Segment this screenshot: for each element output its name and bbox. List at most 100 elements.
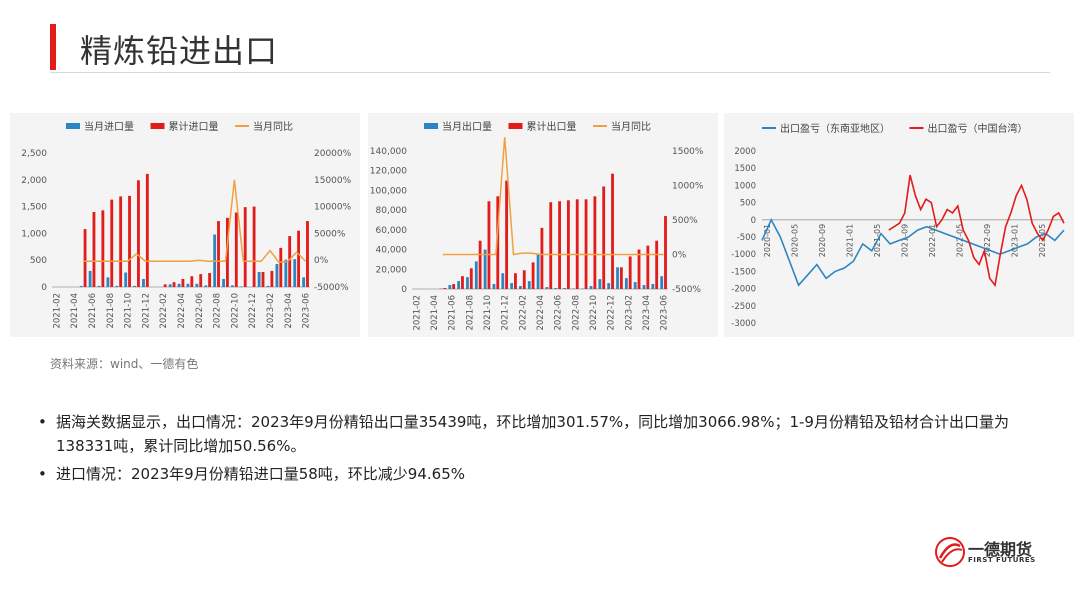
bar-monthly: [186, 283, 190, 287]
bar-cumulative: [487, 201, 491, 289]
y-tick-label: 2,000: [21, 176, 47, 186]
legend-label-0: 出口盈亏（东南亚地区）: [780, 122, 890, 135]
bar-cumulative: [655, 240, 659, 289]
x-tick-label: 2021-06: [448, 295, 458, 331]
bar-cumulative: [261, 271, 265, 287]
bar-cumulative: [540, 227, 544, 289]
x-tick-label: 2021-10: [124, 293, 134, 329]
x-tick-label: 2022-09: [983, 224, 992, 257]
page-title: 精炼铅进出口: [80, 32, 279, 70]
bar-cumulative: [199, 274, 203, 287]
y-tick-label: -1000: [731, 250, 756, 260]
title-divider: [50, 72, 1050, 73]
x-tick-label: 2022-10: [589, 295, 599, 331]
bar-monthly: [536, 254, 540, 289]
x-tick-label: 2023-04: [642, 295, 652, 331]
legend-label-2: 当月同比: [611, 120, 651, 133]
bar-cumulative: [549, 202, 553, 289]
x-tick-label: 2022-02: [159, 293, 169, 329]
y-tick-label: -500: [737, 233, 756, 243]
bar-cumulative: [288, 236, 292, 287]
bar-cumulative: [496, 196, 500, 289]
y-tick-label: 40,000: [376, 246, 408, 256]
bar-cumulative: [225, 217, 229, 287]
bar-cumulative: [584, 199, 588, 289]
y2-tick-label: 20000%: [314, 149, 352, 159]
bar-monthly: [124, 272, 128, 287]
x-tick-label: 2020-09: [818, 224, 827, 257]
x-tick-label: 2021-12: [141, 293, 151, 329]
legend-swatch-0: [66, 123, 80, 129]
title-accent-bar: [50, 24, 56, 70]
x-tick-label: 2021-09: [901, 224, 910, 257]
y-tick-label: -2000: [731, 285, 756, 295]
y-tick-label: -3000: [731, 319, 756, 329]
bar-monthly: [177, 283, 181, 287]
bar-monthly: [607, 283, 611, 289]
bar-cumulative: [461, 276, 464, 289]
bar-cumulative: [252, 206, 256, 287]
bar-cumulative: [514, 273, 517, 289]
bar-monthly: [527, 281, 531, 289]
x-tick-label: 2022-08: [571, 295, 581, 331]
legend-swatch-1: [150, 123, 165, 129]
bar-cumulative: [145, 173, 149, 287]
y-tick-label: 1,000: [21, 229, 47, 239]
x-tick-label: 2022-01: [928, 224, 937, 257]
bar-cumulative: [469, 268, 473, 289]
x-tick-label: 2021-04: [70, 293, 80, 329]
x-tick-label: 2022-12: [607, 295, 617, 331]
bar-monthly: [195, 283, 199, 287]
y2-tick-label: 1000%: [672, 182, 704, 192]
bar-monthly: [589, 286, 593, 289]
bar-cumulative: [217, 221, 220, 287]
bar-monthly: [519, 286, 522, 289]
bar-monthly: [563, 288, 566, 289]
y2-tick-label: -500%: [672, 285, 701, 295]
legend-label-0: 当月进口量: [84, 120, 134, 133]
bar-cumulative: [531, 262, 535, 289]
y-tick-label: 2000: [734, 147, 756, 157]
bar-monthly: [204, 285, 208, 287]
legend-label-2: 当月同比: [253, 120, 293, 133]
bar-cumulative: [279, 247, 283, 287]
x-tick-label: 2022-10: [230, 293, 240, 329]
x-tick-label: 2022-05: [955, 224, 964, 257]
bar-cumulative: [92, 211, 96, 287]
x-tick-label: 2021-08: [465, 295, 475, 331]
y-tick-label: 1,500: [21, 203, 47, 213]
bar-cumulative: [243, 207, 247, 287]
x-tick-label: 2022-02: [518, 295, 528, 331]
bar-monthly: [545, 287, 549, 289]
bar-cumulative: [558, 201, 561, 289]
bullet-export: 据海关数据显示，出口情况：2023年9月份精铅出口量35439吨，环比增加301…: [36, 410, 1046, 458]
y-tick-label: 2,500: [21, 149, 47, 159]
bar-monthly: [222, 278, 225, 287]
bar-monthly: [231, 285, 234, 287]
y-tick-label: 140,000: [370, 147, 407, 157]
y-tick-label: 20,000: [376, 265, 408, 275]
bar-cumulative: [646, 245, 650, 289]
bar-monthly: [106, 277, 110, 287]
logo-icon: [935, 537, 965, 567]
legend-label-1: 累计出口量: [527, 120, 577, 133]
bar-monthly: [142, 278, 145, 287]
x-tick-label: 2023-06: [660, 295, 670, 331]
bullet-import: 进口情况：2023年9月份精铅进口量58吨，环比减少94.65%: [36, 462, 1046, 486]
bar-cumulative: [637, 249, 641, 289]
bar-monthly: [133, 285, 137, 287]
bar-cumulative: [566, 200, 570, 289]
y-tick-label: 500: [740, 199, 756, 209]
bar-cumulative: [602, 186, 606, 289]
y-tick-label: 60,000: [376, 226, 408, 236]
y-tick-label: 100,000: [370, 186, 407, 196]
bar-monthly: [501, 273, 505, 289]
x-tick-label: 2020-05: [791, 224, 800, 257]
bar-monthly: [79, 285, 83, 287]
x-tick-label: 2022-06: [195, 293, 205, 329]
x-tick-label: 2023-02: [624, 295, 634, 331]
bar-cumulative: [443, 288, 447, 289]
bar-monthly: [284, 259, 288, 287]
x-tick-label: 2021-10: [483, 295, 493, 331]
bar-monthly: [651, 284, 655, 289]
